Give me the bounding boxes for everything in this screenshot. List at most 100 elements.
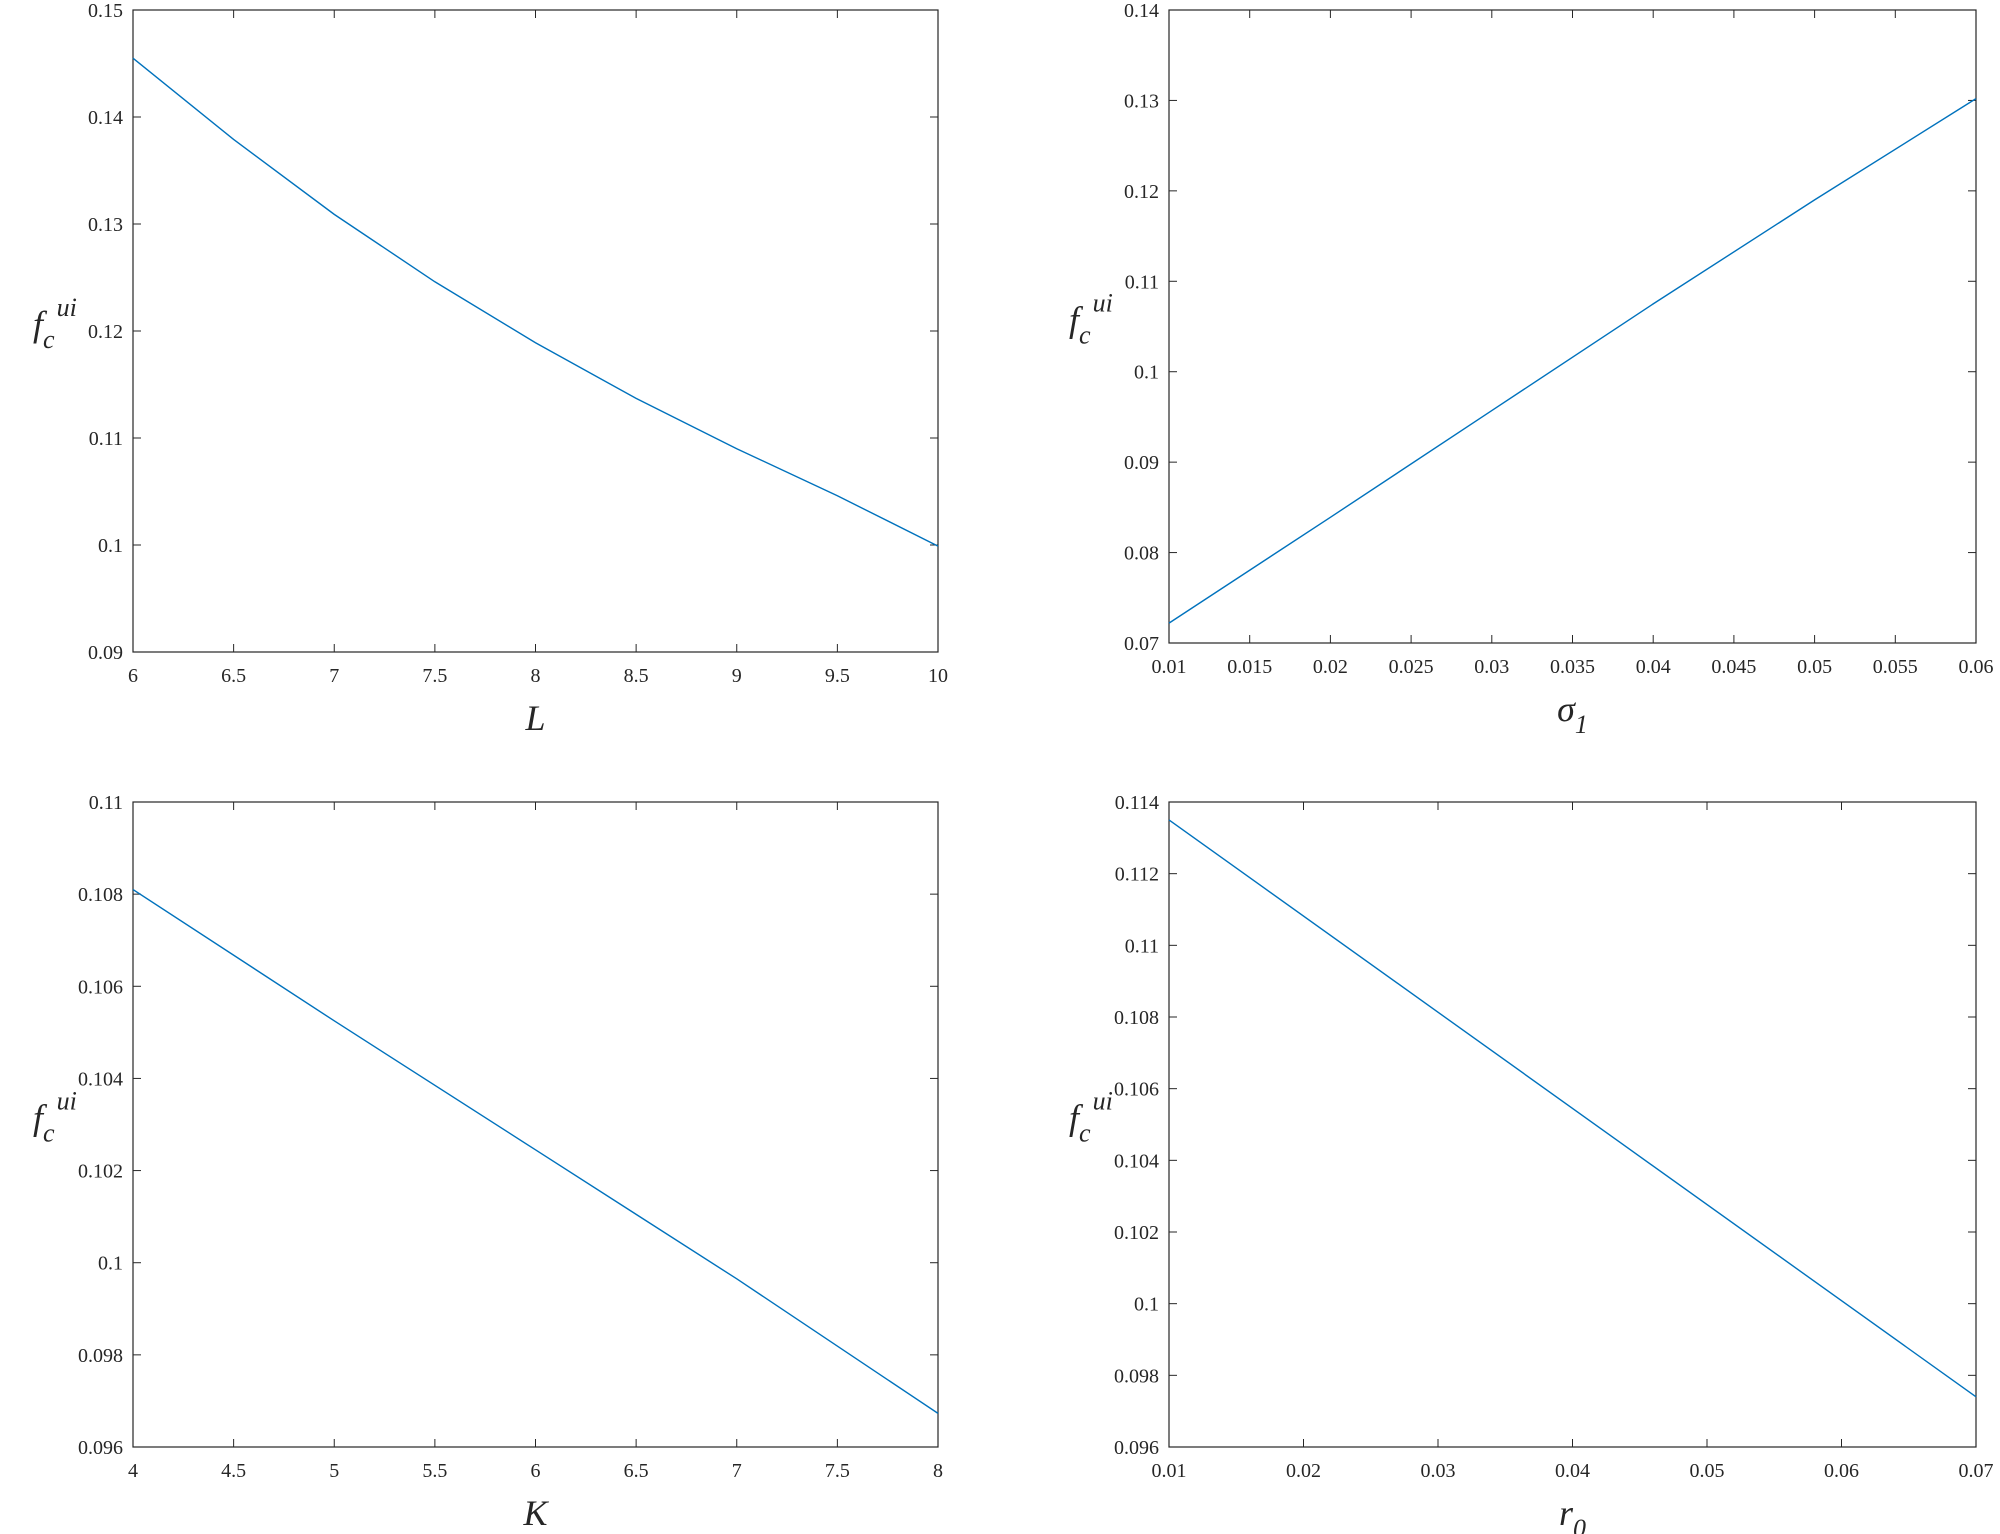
x-tick-label: 8.5 — [624, 665, 649, 687]
y-axis-label-sub: c — [43, 1119, 55, 1148]
y-tick-label: 0.1 — [1134, 1294, 1159, 1316]
x-tick-label: 0.01 — [1152, 656, 1187, 678]
axes-box — [132, 9, 939, 653]
x-axis-label-sub: 1 — [1575, 710, 1588, 739]
y-tick-label: 0.112 — [1115, 864, 1159, 886]
x-tick-label: 0.045 — [1711, 656, 1756, 678]
x-tick-label: 5 — [329, 1460, 339, 1482]
x-axis-label: r0 — [1559, 1493, 1586, 1534]
x-tick-label: 0.03 — [1474, 656, 1509, 678]
y-tick-label: 0.12 — [1124, 181, 1159, 203]
x-axis-label-sub: 0 — [1573, 1514, 1586, 1534]
x-tick-label: 0.055 — [1873, 656, 1918, 678]
x-tick-label: 7.5 — [422, 665, 447, 687]
x-axis-label-base: r — [1559, 1493, 1574, 1533]
x-tick-label: 0.01 — [1152, 1460, 1187, 1482]
y-tick-label: 0.098 — [78, 1345, 123, 1367]
y-tick-label: 0.106 — [78, 976, 123, 998]
y-tick-label: 0.07 — [1124, 633, 1159, 655]
y-tick-label: 0.1 — [98, 535, 123, 557]
y-axis-label-sup: ui — [1093, 1087, 1113, 1116]
x-tick-label: 7 — [329, 665, 339, 687]
y-tick-label: 0.104 — [78, 1068, 123, 1090]
series-line — [1168, 819, 1977, 1398]
y-axis-label-sub: c — [1079, 1119, 1091, 1148]
chart-panel-2: 0.01 0.015 0.02 0.025 0.03 0.035 0.04 0.045 0.05… — [1069, 0, 1994, 739]
y-tick-label: 0.096 — [1114, 1437, 1159, 1459]
x-tick-label: 0.04 — [1555, 1460, 1590, 1482]
x-tick-label: 6 — [531, 1460, 541, 1482]
axes-box — [1168, 801, 1977, 1448]
x-axis-label-base: σ — [1557, 689, 1576, 729]
chart-panel-1: 6 6.5 7 7.5 8 8.5 9 9.5 10 0.09 0.1 0.11 0.12 0.13 0.1… — [33, 0, 948, 738]
x-tick-label: 7 — [732, 1460, 742, 1482]
y-tick-label: 0.108 — [78, 884, 123, 906]
x-tick-label: 0.07 — [1959, 1460, 1994, 1482]
x-tick-label: 4.5 — [221, 1460, 246, 1482]
x-tick-label: 6 — [128, 665, 138, 687]
y-tick-label: 0.12 — [88, 321, 123, 343]
x-tick-label: 0.035 — [1550, 656, 1595, 678]
x-tick-label: 6.5 — [221, 665, 246, 687]
x-tick-label: 5.5 — [422, 1460, 447, 1482]
x-tick-label: 8 — [531, 665, 541, 687]
y-axis-label: fcui — [33, 293, 77, 354]
y-axis-label: fcui — [33, 1087, 77, 1148]
x-tick-label: 0.015 — [1227, 656, 1272, 678]
x-tick-label: 9.5 — [825, 665, 850, 687]
series-line — [132, 57, 939, 547]
y-tick-label: 0.1 — [1134, 362, 1159, 384]
y-tick-label: 0.1 — [98, 1253, 123, 1275]
y-tick-label: 0.098 — [1114, 1365, 1159, 1387]
y-tick-label: 0.09 — [88, 642, 123, 664]
x-tick-label: 0.03 — [1421, 1460, 1456, 1482]
x-tick-label: 0.04 — [1636, 656, 1671, 678]
y-tick-label: 0.102 — [1114, 1222, 1159, 1244]
x-axis-label: σ1 — [1557, 689, 1588, 739]
y-axis-label-sub: c — [43, 325, 55, 354]
axes-box — [132, 801, 939, 1448]
y-tick-label: 0.104 — [1114, 1150, 1159, 1172]
y-tick-label: 0.15 — [88, 0, 123, 22]
chart-panel-3: 4 4.5 5 5.5 6 6.5 7 7.5 8 0.096 0.098 0.1 0.102 0.104… — [33, 792, 943, 1533]
y-tick-label: 0.11 — [89, 792, 123, 814]
x-axis-label: L — [524, 698, 545, 738]
y-tick-label: 0.102 — [78, 1161, 123, 1183]
x-tick-label: 4 — [128, 1460, 138, 1482]
y-axis-label: fcui — [1069, 1087, 1113, 1148]
x-tick-label: 0.05 — [1690, 1460, 1725, 1482]
chart-panel-4: 0.01 0.02 0.03 0.04 0.05 0.06 0.07 0.096 0.098 0.… — [1069, 792, 1994, 1534]
x-tick-label: 10 — [928, 665, 948, 687]
x-tick-label: 9 — [732, 665, 742, 687]
y-tick-label: 0.114 — [1115, 792, 1159, 814]
axes-box — [1168, 9, 1977, 644]
y-tick-label: 0.13 — [1124, 90, 1159, 112]
y-axis-label-sup: ui — [57, 293, 77, 322]
x-tick-label: 7.5 — [825, 1460, 850, 1482]
y-tick-label: 0.14 — [88, 107, 123, 129]
y-tick-label: 0.11 — [1125, 935, 1159, 957]
x-tick-label: 0.02 — [1286, 1460, 1321, 1482]
x-tick-label: 0.06 — [1959, 656, 1994, 678]
y-axis-label: fcui — [1069, 289, 1113, 350]
series-line — [132, 888, 939, 1414]
x-axis-label: K — [522, 1493, 549, 1533]
y-tick-label: 0.14 — [1124, 0, 1159, 22]
y-tick-label: 0.106 — [1114, 1079, 1159, 1101]
x-tick-label: 0.02 — [1313, 656, 1348, 678]
y-tick-label: 0.09 — [1124, 452, 1159, 474]
y-axis-label-sup: ui — [57, 1087, 77, 1116]
y-tick-label: 0.11 — [89, 428, 123, 450]
y-axis-label-sup: ui — [1093, 289, 1113, 318]
x-tick-label: 6.5 — [624, 1460, 649, 1482]
y-tick-label: 0.11 — [1125, 271, 1159, 293]
x-tick-label: 0.06 — [1824, 1460, 1859, 1482]
y-tick-label: 0.08 — [1124, 543, 1159, 565]
x-tick-label: 0.025 — [1389, 656, 1434, 678]
x-tick-label: 8 — [933, 1460, 943, 1482]
y-tick-label: 0.13 — [88, 214, 123, 236]
y-tick-label: 0.108 — [1114, 1007, 1159, 1029]
y-tick-label: 0.096 — [78, 1437, 123, 1459]
series-line — [1168, 98, 1977, 624]
